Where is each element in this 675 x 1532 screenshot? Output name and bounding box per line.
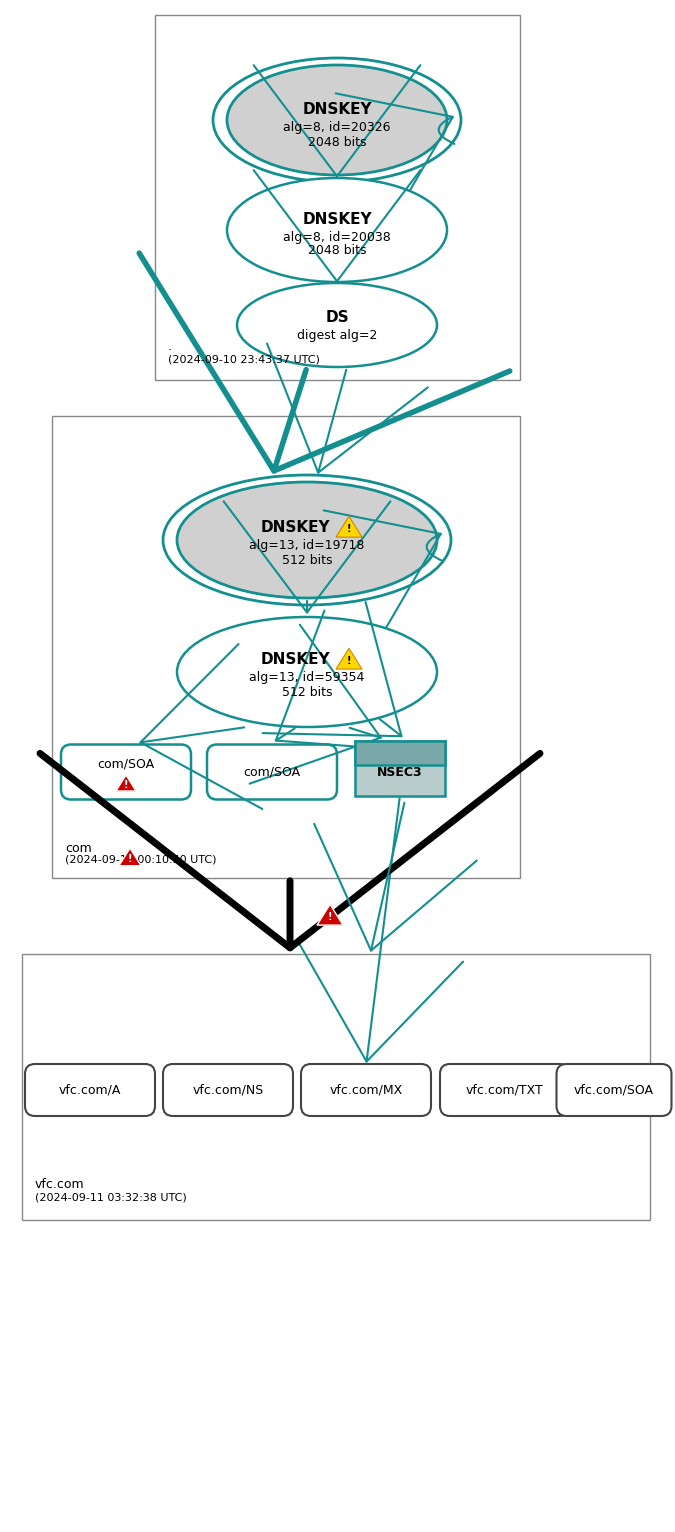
Text: (2024-09-11 03:32:38 UTC): (2024-09-11 03:32:38 UTC) [35,1192,187,1203]
FancyBboxPatch shape [163,1065,293,1115]
FancyBboxPatch shape [61,745,191,800]
Text: vfc.com/TXT: vfc.com/TXT [466,1083,544,1097]
Text: vfc.com/A: vfc.com/A [59,1083,122,1097]
Text: !: ! [124,780,128,791]
Text: alg=13, id=19718: alg=13, id=19718 [249,539,364,553]
Text: alg=8, id=20326: alg=8, id=20326 [284,121,391,135]
Text: !: ! [347,656,351,665]
Text: !: ! [128,855,132,864]
Text: (2024-09-11 00:10:50 UTC): (2024-09-11 00:10:50 UTC) [65,853,217,864]
Text: vfc.com/MX: vfc.com/MX [329,1083,402,1097]
Text: NSEC3: NSEC3 [377,766,423,780]
Text: 2048 bits: 2048 bits [308,245,367,257]
Ellipse shape [227,64,447,175]
Text: (2024-09-10 23:43:37 UTC): (2024-09-10 23:43:37 UTC) [168,354,320,365]
Bar [155,15,520,380]
Polygon shape [116,775,136,791]
Text: !: ! [347,524,351,533]
Text: DS: DS [325,309,349,325]
Text: 2048 bits: 2048 bits [308,135,367,149]
Text: com/SOA: com/SOA [244,766,300,778]
FancyBboxPatch shape [207,745,337,800]
Bar [52,417,520,878]
Text: alg=8, id=20038: alg=8, id=20038 [283,230,391,244]
Ellipse shape [177,617,437,728]
Polygon shape [336,648,362,669]
FancyBboxPatch shape [556,1065,672,1115]
Text: vfc.com: vfc.com [35,1178,84,1190]
Text: DNSKEY: DNSKEY [260,521,330,536]
Bar [355,740,445,795]
Polygon shape [317,904,343,925]
Polygon shape [336,516,362,538]
Ellipse shape [227,178,447,282]
Text: vfc.com/NS: vfc.com/NS [192,1083,264,1097]
Text: alg=13, id=59354: alg=13, id=59354 [249,671,364,685]
Bar [355,740,445,766]
FancyBboxPatch shape [25,1065,155,1115]
Text: DNSKEY: DNSKEY [302,213,372,227]
Text: com: com [65,843,92,855]
Text: DNSKEY: DNSKEY [302,103,372,118]
Text: DNSKEY: DNSKEY [260,653,330,668]
Bar [22,954,650,1219]
Text: .: . [168,340,172,352]
Text: digest alg=2: digest alg=2 [297,328,377,342]
Polygon shape [119,849,141,866]
Text: com/SOA: com/SOA [97,757,155,771]
FancyBboxPatch shape [301,1065,431,1115]
Text: 512 bits: 512 bits [281,685,332,699]
Text: !: ! [328,912,332,922]
Ellipse shape [177,483,437,597]
FancyBboxPatch shape [440,1065,570,1115]
Ellipse shape [237,283,437,368]
Text: vfc.com/SOA: vfc.com/SOA [574,1083,654,1097]
Text: 512 bits: 512 bits [281,553,332,567]
